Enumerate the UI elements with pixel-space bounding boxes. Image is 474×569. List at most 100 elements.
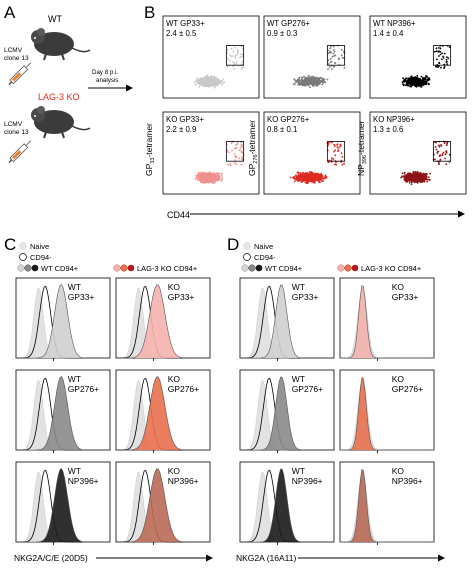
histogram-label-line2: GP276+ xyxy=(292,384,323,394)
scatter-dots xyxy=(401,44,451,88)
wt-swatch-1-icon xyxy=(17,264,25,272)
histogram-label-line2: NP396+ xyxy=(292,476,323,486)
wt-label: WT xyxy=(48,14,62,24)
panel-letter-b: B xyxy=(144,3,155,22)
histogram-label-line1: WT xyxy=(292,374,305,384)
histogram-label-line2: GP276+ xyxy=(392,384,423,394)
lcmv-label-top: LCMV xyxy=(4,47,23,54)
naive-swatch-icon xyxy=(19,242,27,250)
legend-c-cd94neg: CD94- xyxy=(30,253,52,262)
scatter-dots xyxy=(289,140,346,185)
scatter-dots xyxy=(193,45,245,89)
histogram-label-line1: KO xyxy=(168,466,181,476)
mouse-wt-icon xyxy=(31,28,91,61)
panel-a: WT LAG-3 KO LCMV clone 13 LCMV clone 13 … xyxy=(4,14,133,164)
panel-b-y-label-1: GP33-tetramer xyxy=(144,123,156,176)
wt-swatch-2-icon xyxy=(24,264,32,272)
scatter-value: 2.4 ± 0.5 xyxy=(166,29,197,38)
cd94pos-curve xyxy=(116,376,210,451)
scatter-value: 1.3 ± 0.6 xyxy=(373,125,403,134)
ko-swatch-d-2-icon xyxy=(344,264,352,272)
cd94neg-swatch-d-icon xyxy=(243,253,251,261)
wt-swatch-d-2-icon xyxy=(248,264,256,272)
legend-c-wt: WT CD94+ xyxy=(41,264,79,273)
scatter-label: WT GP276+ xyxy=(267,19,310,28)
ko-swatch-d-1-icon xyxy=(337,264,345,272)
legend-d-wt: WT CD94+ xyxy=(265,264,303,273)
gate-box xyxy=(432,45,452,66)
histogram-label-line1: WT xyxy=(68,466,81,476)
panel-letter-a: A xyxy=(4,3,16,22)
gate-box xyxy=(225,141,245,162)
scatter-label: WT GP33+ xyxy=(166,19,205,28)
cd94pos-curve xyxy=(16,376,110,451)
cd94pos-curve xyxy=(340,284,434,359)
cd94pos-curve xyxy=(240,284,334,359)
cd94pos-curve xyxy=(16,284,110,359)
syringe-top-icon xyxy=(8,62,32,86)
cd94pos-curve xyxy=(116,468,210,543)
panel-d: WTGP33+KOGP33+WTGP276+KOGP276+WTNP396+KO… xyxy=(239,277,435,545)
panel-d-x-axis-label: NKG2A (16A11) xyxy=(236,553,296,563)
histogram-label-line2: NP396+ xyxy=(168,476,199,486)
scatter-label: KO GP33+ xyxy=(166,115,204,124)
legend-c: Naive CD94- WT CD94+ LAG-3 KO CD94+ xyxy=(17,242,198,273)
scatter-value: 1.4 ± 0.4 xyxy=(373,29,404,38)
panel-b-x-axis-label: CD44 xyxy=(167,210,190,220)
histogram-label-line1: KO xyxy=(392,282,405,292)
gate-box xyxy=(326,45,346,66)
scatter-dots xyxy=(292,44,346,89)
histogram-label-line1: WT xyxy=(68,282,81,292)
scatter-dots xyxy=(400,140,451,186)
scatter-plot: KO GP33+2.2 ± 0.9 xyxy=(162,111,260,195)
histogram-label-line2: NP396+ xyxy=(392,476,423,486)
scatter-label: WT NP396+ xyxy=(373,19,416,28)
panel-b-y-label-2: GP276-tetramer xyxy=(247,120,259,176)
scatter-plot: KO NP396+1.3 ± 0.6 xyxy=(369,111,467,195)
histogram-label-line1: WT xyxy=(292,466,305,476)
histogram-label-line2: GP33+ xyxy=(168,292,195,302)
scatter-plot: WT GP276+0.9 ± 0.3 xyxy=(263,15,361,99)
panel-b-y-label-3: NP396-tetramer xyxy=(356,120,368,176)
mouse-ko-icon xyxy=(31,106,91,139)
histogram-label-line1: KO xyxy=(392,374,405,384)
cd94pos-curve xyxy=(16,468,110,543)
histogram-label-line2: GP33+ xyxy=(292,292,319,302)
histogram-label-line2: GP276+ xyxy=(168,384,199,394)
legend-d-naive: Naive xyxy=(254,242,273,251)
histogram-label-line1: WT xyxy=(292,282,305,292)
ko-swatch-d-3-icon xyxy=(351,264,359,272)
panel-b: WT GP33+2.4 ± 0.5WT GP276+0.9 ± 0.3WT NP… xyxy=(162,15,467,195)
wt-swatch-3-icon xyxy=(31,264,39,272)
scatter-value: 0.9 ± 0.3 xyxy=(267,29,297,38)
clone-label-top: clone 13 xyxy=(4,55,29,62)
scatter-label: KO NP396+ xyxy=(373,115,415,124)
legend-c-ko: LAG-3 KO CD94+ xyxy=(137,264,198,273)
legend-d: Naive CD94- WT CD94+ LAG-3 KO CD94+ xyxy=(241,242,422,273)
scatter-plot: WT NP396+1.4 ± 0.4 xyxy=(369,15,467,99)
legend-d-cd94neg: CD94- xyxy=(254,253,276,262)
panel-letter-d: D xyxy=(227,235,239,254)
scatter-dots xyxy=(194,140,245,185)
ko-swatch-1-icon xyxy=(113,264,121,272)
gate-box xyxy=(225,45,245,66)
histogram-label-line1: WT xyxy=(68,374,81,384)
day-label: Day 8 p.i. xyxy=(92,69,118,76)
wt-swatch-d-3-icon xyxy=(255,264,263,272)
clone-label-bottom: clone 13 xyxy=(4,129,29,136)
gate-box xyxy=(326,141,346,162)
syringe-bottom-icon xyxy=(8,140,32,164)
panel-letter-c: C xyxy=(4,235,16,254)
ko-swatch-3-icon xyxy=(127,264,135,272)
histogram-label-line2: GP33+ xyxy=(68,292,95,302)
scatter-value: 2.2 ± 0.9 xyxy=(166,125,196,134)
